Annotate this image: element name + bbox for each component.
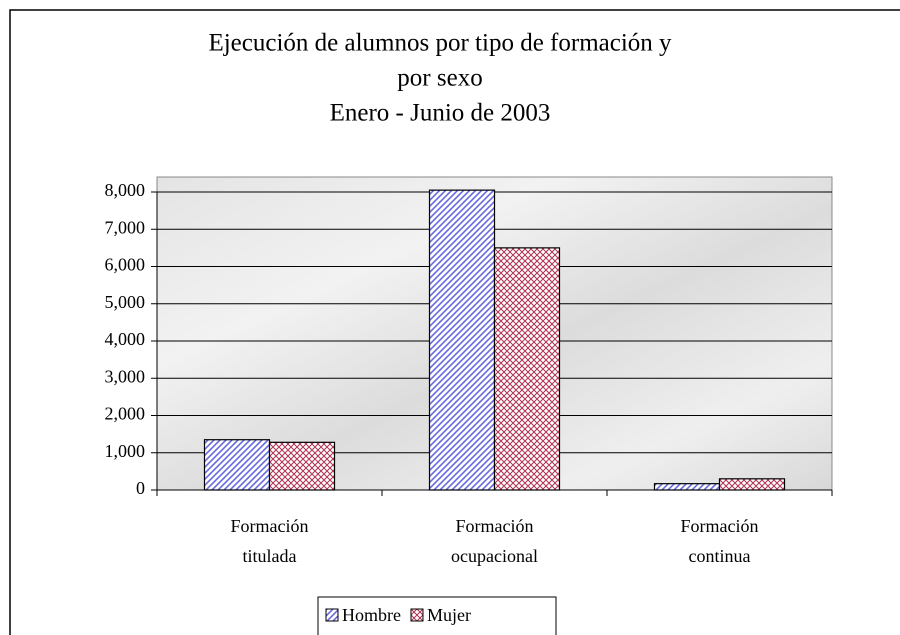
chart-subtitle: Enero - Junio de 2003 [330,100,551,127]
y-tick-label: 7,000 [105,217,146,237]
y-tick-label: 8,000 [105,180,146,200]
y-tick-label: 3,000 [105,366,146,386]
legend-label: Mujer [427,605,471,625]
bar [268,441,336,491]
x-tick-label: Formación titulada [231,516,309,566]
bar [718,478,786,491]
legend-swatch [325,608,339,622]
y-tick-label: 2,000 [105,404,146,424]
bar [493,247,561,491]
bar [203,439,271,491]
x-tick-label: Formación continua [681,516,759,566]
legend-box [317,596,557,635]
legend-label: Hombre [342,605,401,625]
legend-swatch [410,608,424,622]
x-tick-label: Formación ocupacional [451,516,538,566]
y-tick-label: 6,000 [105,255,146,275]
y-tick-label: 1,000 [105,441,146,461]
bar [653,483,721,491]
chart-title: Ejecución de alumnos por tipo de formaci… [208,30,672,57]
y-tick-label: 4,000 [105,329,146,349]
y-tick-label: 0 [136,478,145,498]
y-tick-label: 5,000 [105,292,146,312]
chart-title: por sexo [397,65,482,92]
bar [428,189,496,491]
